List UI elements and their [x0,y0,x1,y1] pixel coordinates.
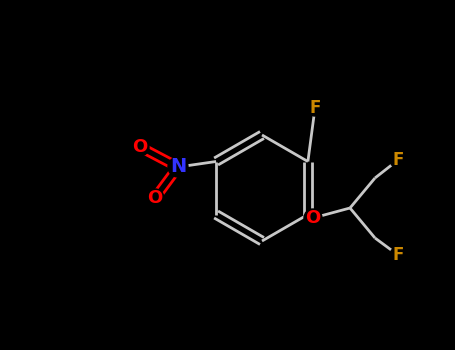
Text: O: O [132,138,147,156]
Circle shape [390,247,406,263]
Circle shape [307,100,323,116]
Circle shape [131,138,149,156]
Circle shape [304,209,322,227]
Text: F: F [309,99,321,117]
Circle shape [390,152,406,168]
Text: F: F [392,151,404,169]
Circle shape [146,189,164,207]
Text: F: F [392,246,404,264]
Text: O: O [147,189,162,207]
Text: N: N [170,158,186,176]
Circle shape [168,157,188,177]
Text: O: O [305,209,321,227]
